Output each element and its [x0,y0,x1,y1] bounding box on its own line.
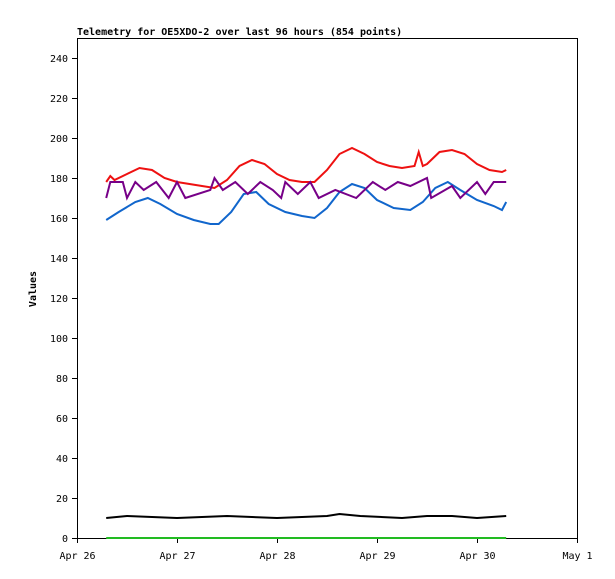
x-tick-label: May 1 [562,551,592,562]
y-tick-label: 120 [50,294,68,305]
x-tick-label: Apr 26 [59,551,95,562]
y-tick-label: 160 [50,214,68,225]
y-tick-label: 220 [50,94,68,105]
series-layer [105,146,508,539]
series-line-2 [105,180,508,225]
y-axis-label: Values [28,271,39,307]
series-line-4 [106,512,507,520]
y-tick-label: 80 [56,374,68,385]
x-tick-label: Apr 28 [259,551,295,562]
x-tick-label: Apr 29 [359,551,395,562]
y-tick-label: 200 [50,134,68,145]
y-tick-label: 240 [50,54,68,65]
series-line-1 [105,146,507,190]
y-tick-label: 140 [50,254,68,265]
y-tick-label: 20 [56,494,68,505]
x-tick-label: Apr 30 [459,551,495,562]
chart-title: Telemetry for OE5XDO-2 over last 96 hour… [77,26,402,38]
y-tick-label: 180 [50,174,68,185]
y-tick-label: 0 [62,534,68,545]
y-tick-label: 100 [50,334,68,345]
y-tick-label: 60 [56,414,68,425]
y-axis: 0 20 40 60 80 100 120 140 160 180 200 220 240 [50,54,77,545]
y-tick-label: 40 [56,454,68,465]
x-tick-label: Apr 27 [159,551,195,562]
series-line-3 [105,175,507,201]
